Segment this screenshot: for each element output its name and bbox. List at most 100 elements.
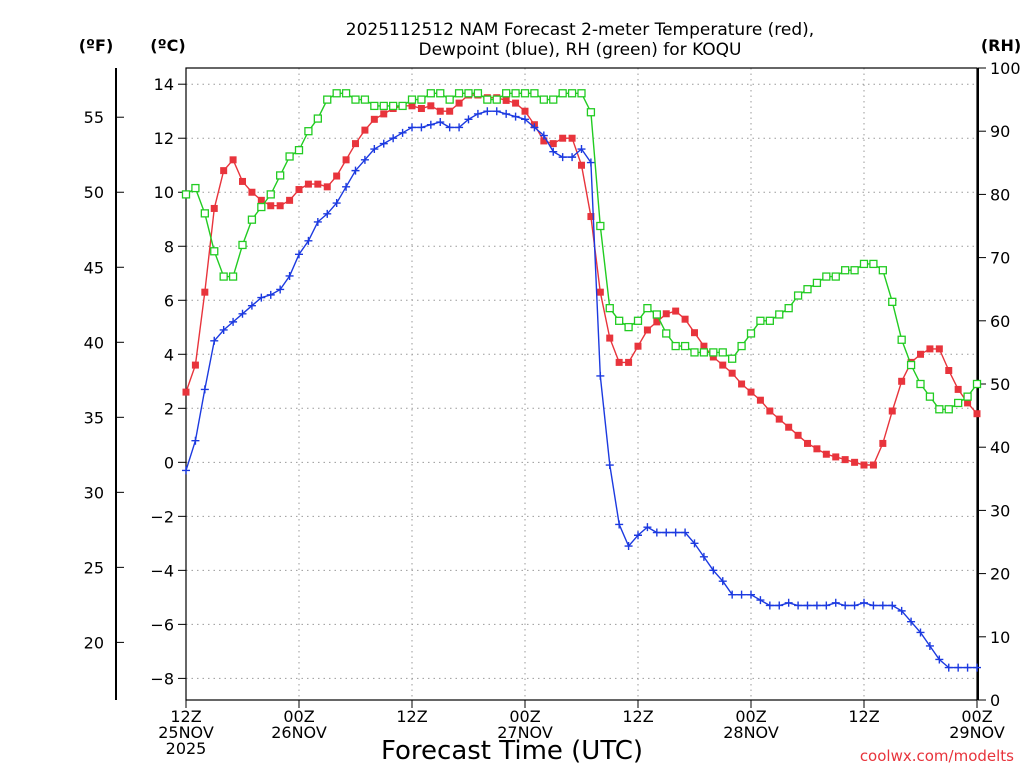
dewpoint-point — [850, 601, 859, 610]
temperature-point — [625, 358, 633, 366]
temperature-point — [785, 423, 793, 431]
rh-point — [426, 89, 435, 98]
dewpoint-point — [784, 598, 793, 607]
celsius-tick-label: 14 — [154, 75, 174, 94]
temperature-point — [634, 342, 642, 350]
rh-point — [210, 247, 219, 256]
rh-point — [746, 329, 756, 338]
temperature-point — [342, 156, 350, 164]
dewpoint-point — [822, 601, 831, 610]
celsius-tick-label: −6 — [150, 615, 174, 634]
temperature-point — [869, 461, 877, 469]
rh-point — [954, 398, 963, 408]
temperature-point — [521, 107, 529, 115]
rh-point — [191, 183, 200, 193]
rh-tick-label: 0 — [990, 691, 1000, 710]
rh-point — [897, 335, 906, 344]
dewpoint-point — [219, 325, 228, 334]
dewpoint-point — [370, 145, 379, 154]
fahrenheit-tick-label: 35 — [84, 408, 104, 427]
temperature-point — [587, 213, 595, 221]
dewpoint-point — [182, 466, 190, 475]
temperature-point — [832, 453, 840, 461]
fahrenheit-tick-label: 20 — [84, 633, 104, 652]
dewpoint-point — [747, 590, 755, 599]
time-tick-label: 00Z — [735, 707, 766, 726]
dewpoint-point — [238, 309, 247, 318]
temperature-point — [455, 99, 463, 107]
celsius-axis: −8 −6 −4 −2 0 2 4 6 8 10 12 14 — [150, 75, 186, 688]
rh-point — [257, 202, 266, 212]
rh-point — [294, 146, 304, 155]
temperature-point — [239, 177, 246, 185]
rh-point — [360, 95, 370, 104]
dewpoint-point — [794, 601, 803, 610]
temperature-point — [304, 180, 312, 188]
temperature-point — [549, 140, 557, 148]
rh-tick-label: 70 — [990, 249, 1010, 268]
dewpoint-point — [643, 523, 652, 532]
time-tick-label: 26NOV — [271, 723, 327, 742]
rh-point — [323, 95, 332, 104]
temperature-point — [286, 196, 294, 204]
x-axis-title: Forecast Time (UTC) — [381, 736, 643, 766]
dewpoint-point — [323, 209, 332, 218]
celsius-tick-label: 10 — [154, 183, 174, 202]
rh-point — [841, 266, 850, 275]
rh-point — [793, 291, 803, 300]
dewpoint-point — [916, 628, 925, 637]
dewpoint-point — [313, 217, 322, 226]
fahrenheit-tick-label: 55 — [84, 108, 104, 127]
temperature-point — [352, 140, 359, 148]
rh-point — [822, 272, 831, 281]
temperature-point — [813, 445, 821, 453]
rh-point — [916, 379, 925, 389]
rh-point — [709, 348, 718, 357]
dewpoint-point — [577, 145, 586, 154]
celsius-tick-label: 4 — [164, 345, 174, 364]
dewpoint-point — [360, 155, 369, 164]
temperature-point — [408, 102, 416, 110]
dewpoint-point — [379, 139, 388, 148]
celsius-tick-label: −4 — [150, 561, 174, 580]
temperature-point — [709, 353, 717, 361]
rh-point — [228, 272, 238, 281]
rh-point — [699, 348, 709, 357]
dewpoint-point — [841, 601, 850, 610]
rh-point — [181, 190, 191, 199]
rh-point — [389, 101, 398, 111]
dewpoint-point — [483, 107, 492, 116]
dewpoint-point — [304, 236, 313, 245]
fahrenheit-tick-label: 30 — [84, 483, 104, 502]
fahrenheit-axis: 20 25 30 35 40 45 50 55 — [84, 108, 124, 652]
time-tick-label: 00Z — [509, 707, 540, 726]
rh-point — [454, 89, 464, 98]
dewpoint-point — [869, 601, 878, 610]
dewpoint-point — [860, 598, 868, 607]
dewpoint-point — [247, 301, 256, 310]
temperature-point — [794, 431, 802, 439]
temperature-point — [728, 369, 736, 377]
dewpoint-point — [408, 123, 416, 132]
dewpoint-point — [803, 601, 812, 610]
rh-point — [313, 114, 322, 123]
rh-point — [238, 240, 247, 250]
chart-title: 2025112512 NAM Forecast 2-meter Temperat… — [346, 20, 814, 60]
dewpoint-point — [332, 199, 341, 208]
temperature-point — [568, 134, 576, 142]
rh-point — [803, 285, 812, 294]
celsius-axis-unit: (ºC) — [150, 36, 185, 55]
temperature-point — [314, 180, 322, 188]
rh-point — [436, 89, 445, 98]
temperature-point — [691, 329, 698, 337]
source-credit: coolwx.com/modelts — [860, 747, 1014, 765]
dewpoint-point — [417, 123, 426, 132]
rh-point — [577, 89, 586, 98]
temperature-point — [935, 345, 943, 353]
dewpoint-point — [671, 528, 680, 537]
dewpoint-point — [351, 166, 360, 175]
dewpoint-point — [756, 596, 765, 605]
rh-point — [530, 89, 539, 98]
rh-point — [680, 341, 690, 351]
temperature-point — [446, 107, 454, 115]
